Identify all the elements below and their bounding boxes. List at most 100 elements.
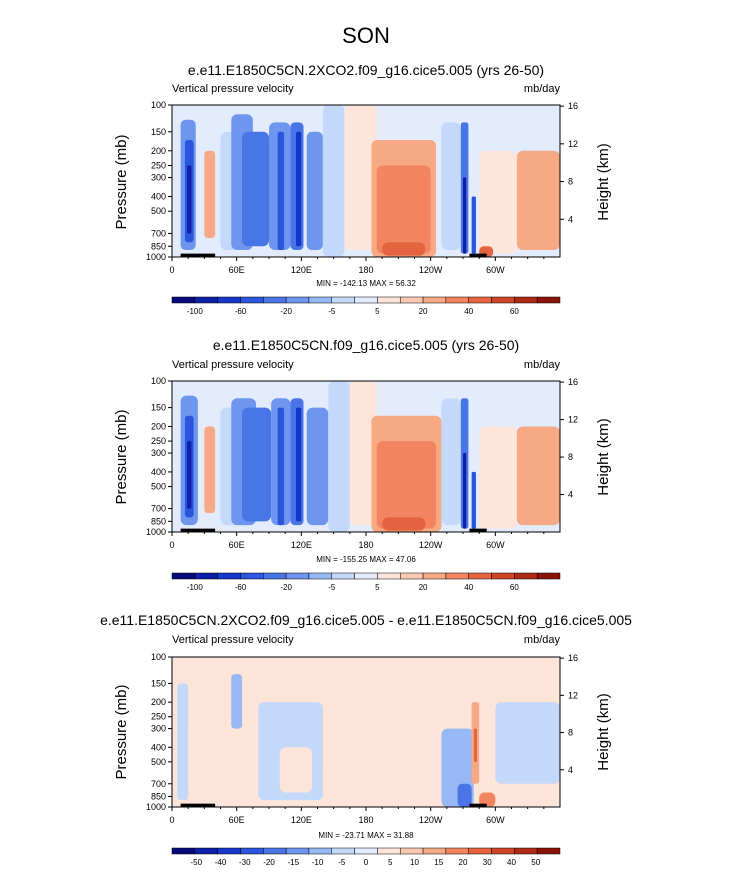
colorbar-label: -15 bbox=[287, 858, 299, 867]
colorbar-label: -5 bbox=[338, 858, 346, 867]
contour-cell bbox=[177, 683, 189, 801]
colorbar-label: -5 bbox=[328, 583, 336, 592]
colorbar-label: -100 bbox=[187, 307, 204, 316]
colorbar-label: 5 bbox=[388, 858, 393, 867]
contour-cell bbox=[471, 196, 476, 254]
contour-cell bbox=[295, 131, 302, 247]
topography bbox=[180, 803, 216, 807]
y-right-tick-label: 8 bbox=[568, 452, 573, 462]
colorbar-box bbox=[399, 572, 424, 580]
y-tick-label: 500 bbox=[151, 482, 166, 492]
colorbar-label: -60 bbox=[235, 583, 247, 592]
colorbar-box bbox=[285, 572, 310, 580]
colorbar-label: 15 bbox=[434, 858, 443, 867]
colorbar-label: 60 bbox=[510, 307, 519, 316]
panel-1-colorbar: -100 -60 -20 -5 5 20 40 60 bbox=[171, 296, 561, 316]
colorbar-box bbox=[263, 296, 287, 304]
panel-1-ylabel: Pressure (mb) bbox=[113, 134, 130, 229]
colorbar-box bbox=[285, 847, 310, 855]
y-right-tick-label: 8 bbox=[568, 728, 573, 738]
y-tick-label: 100 bbox=[151, 652, 166, 662]
colorbar-box bbox=[171, 572, 196, 580]
y-tick-label: 500 bbox=[151, 757, 166, 767]
panel-3-minmax: MIN = -23.71 MAX = 31.88 bbox=[318, 831, 414, 840]
panel-2-right-string: mb/day bbox=[524, 359, 561, 371]
colorbar-box bbox=[468, 296, 492, 304]
contour-cell bbox=[376, 441, 437, 529]
colorbar-label: -20 bbox=[263, 858, 275, 867]
x-tick-label: 60E bbox=[229, 265, 245, 275]
colorbar-label: -100 bbox=[187, 583, 204, 592]
colorbar-label: 30 bbox=[483, 858, 492, 867]
colorbar-box bbox=[240, 572, 264, 580]
colorbar-box bbox=[331, 296, 355, 304]
colorbar-label: -5 bbox=[328, 307, 336, 316]
colorbar-box bbox=[491, 296, 515, 304]
colorbar-box bbox=[171, 296, 196, 304]
panel-3-right-string: mb/day bbox=[524, 634, 561, 646]
colorbar-box bbox=[308, 847, 333, 855]
contour-cell bbox=[376, 165, 431, 254]
contour-cell bbox=[242, 407, 272, 522]
x-tick-label: 0 bbox=[169, 540, 174, 550]
colorbar-label: 20 bbox=[459, 858, 468, 867]
colorbar-box bbox=[377, 847, 401, 855]
colorbar-box bbox=[194, 572, 218, 580]
colorbar-box bbox=[422, 296, 447, 304]
contour-cell bbox=[441, 122, 461, 251]
contour-cell bbox=[479, 792, 496, 807]
y-tick-label: 200 bbox=[151, 146, 166, 156]
topography bbox=[469, 253, 487, 257]
panel-2-minmax: MIN = -155.25 MAX = 47.06 bbox=[316, 555, 416, 564]
colorbar-label: -30 bbox=[239, 858, 251, 867]
y-tick-label: 300 bbox=[151, 448, 166, 458]
contour-cell bbox=[382, 517, 426, 531]
colorbar-box bbox=[514, 572, 538, 580]
topography bbox=[180, 253, 216, 257]
x-tick-label: 180 bbox=[358, 815, 373, 825]
colorbar-label: 40 bbox=[464, 307, 473, 316]
panel-1-right-string: mb/day bbox=[524, 83, 561, 95]
colorbar-box bbox=[536, 847, 561, 855]
y-right-tick-label: 16 bbox=[568, 653, 578, 663]
colorbar-box bbox=[285, 296, 310, 304]
colorbar-box bbox=[377, 572, 401, 580]
panel-3-title: e.e11.E1850C5CN.2XCO2.f09_g16.cice5.005 … bbox=[100, 612, 632, 628]
colorbar-box bbox=[377, 296, 401, 304]
colorbar-box bbox=[491, 847, 515, 855]
colorbar-box bbox=[445, 572, 469, 580]
contour-cell bbox=[479, 150, 517, 254]
y-tick-label: 1000 bbox=[146, 252, 166, 262]
colorbar-box bbox=[331, 572, 355, 580]
figure-title: SON bbox=[342, 23, 390, 48]
colorbar-label: -10 bbox=[312, 858, 324, 867]
y-tick-label: 150 bbox=[151, 127, 166, 137]
colorbar-box bbox=[445, 847, 469, 855]
x-tick-label: 120E bbox=[291, 815, 312, 825]
y-right-tick-label: 4 bbox=[568, 490, 573, 500]
x-tick-label: 120W bbox=[419, 815, 443, 825]
colorbar-label: 40 bbox=[464, 583, 473, 592]
colorbar-box bbox=[217, 847, 241, 855]
y-tick-label: 700 bbox=[151, 228, 166, 238]
x-tick-label: 60W bbox=[486, 815, 505, 825]
panel-3: e.e11.E1850C5CN.2XCO2.f09_g16.cice5.005 … bbox=[100, 612, 632, 867]
colorbar-box bbox=[354, 847, 378, 855]
contour-cell bbox=[277, 407, 285, 526]
y-tick-label: 400 bbox=[151, 192, 166, 202]
panel-2-left-string: Vertical pressure velocity bbox=[172, 359, 294, 371]
panel-2-ylabel-right: Height (km) bbox=[595, 418, 612, 496]
contour-cell bbox=[204, 426, 216, 514]
colorbar-box bbox=[240, 296, 264, 304]
contour-cell bbox=[322, 105, 345, 257]
x-tick-label: 60W bbox=[486, 265, 505, 275]
colorbar-box bbox=[171, 847, 196, 855]
panel-2-title: e.e11.E1850C5CN.f09_g16.cice5.005 (yrs 2… bbox=[213, 337, 519, 353]
y-tick-label: 250 bbox=[151, 160, 166, 170]
y-tick-label: 700 bbox=[151, 504, 166, 514]
contour-cell bbox=[479, 426, 517, 529]
contour-cell bbox=[231, 674, 243, 729]
